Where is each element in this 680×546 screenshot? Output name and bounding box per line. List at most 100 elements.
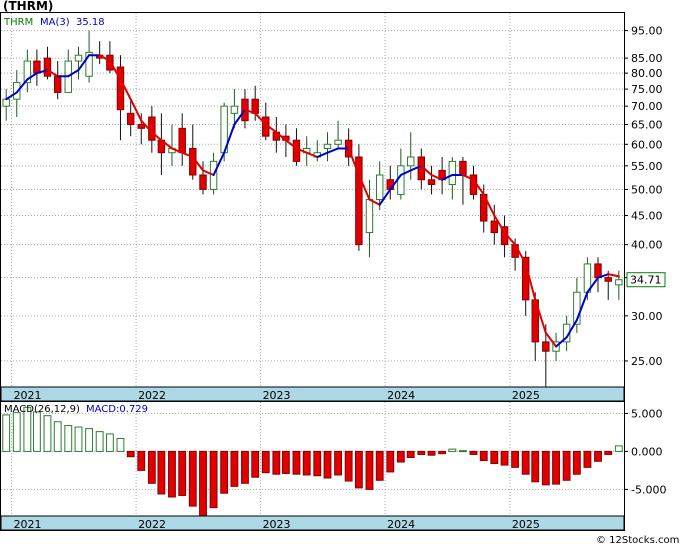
macd-tick-label: 5.000: [631, 407, 663, 420]
ma-segment: [264, 123, 278, 134]
candle-body: [199, 174, 207, 190]
macd-bar: [157, 450, 166, 495]
candle-body: [323, 143, 332, 149]
candle: [43, 46, 52, 80]
ma-segment: [5, 91, 18, 101]
macd-bar: [427, 450, 436, 456]
ma-segment: [607, 273, 620, 278]
candle-body: [189, 147, 197, 176]
macd-year-labels: 2021 2022 2023 2024 2025: [14, 518, 540, 531]
candle-body: [126, 112, 135, 125]
candle-body: [542, 341, 550, 352]
ma-segment: [181, 151, 194, 158]
macd-bar: [479, 450, 488, 462]
macd-bar: [583, 450, 592, 468]
ma-segment: [140, 119, 153, 134]
candle-body: [615, 279, 623, 286]
macd-bar: [334, 450, 343, 476]
ma-segment: [275, 131, 287, 142]
candle-body: [448, 160, 457, 186]
ma-segment: [46, 69, 59, 78]
ma-segment: [223, 123, 236, 154]
ma-segment: [544, 331, 558, 348]
macd-bar: [64, 425, 73, 452]
ma-segment: [35, 69, 49, 75]
ma-segment: [514, 243, 527, 265]
macd-bar: [614, 445, 623, 452]
candle-body: [230, 105, 239, 114]
macd-year-label: 2024: [387, 518, 415, 531]
ma-segment: [389, 173, 402, 191]
candle: [355, 144, 363, 251]
candle-body: [178, 127, 186, 154]
macd-label-value: MACD:0.729: [86, 404, 148, 415]
ma-segment: [565, 318, 578, 339]
candle: [427, 165, 436, 195]
candle: [116, 55, 125, 141]
price-tick-label: 30.00: [631, 310, 663, 323]
macd-bar: [74, 426, 83, 452]
macd-tick-label: -5.000: [631, 483, 666, 496]
candle-body: [573, 291, 581, 325]
candle-body: [53, 75, 62, 93]
ma-segment: [441, 173, 454, 181]
price-year-label: 2023: [263, 389, 291, 402]
candle: [126, 99, 135, 137]
macd-bar: [458, 450, 467, 453]
macd-bar: [344, 450, 353, 482]
macd-bar: [95, 431, 104, 452]
macd-bar: [126, 450, 135, 458]
ma-segment: [357, 173, 371, 201]
ma-segment: [284, 139, 298, 150]
price-tick-label: 65.00: [631, 118, 663, 131]
last-price-value: 34.71: [630, 274, 662, 287]
ma-segment: [461, 173, 475, 181]
candle-body: [604, 277, 612, 282]
candle-body: [137, 123, 145, 129]
price-tick-label: 80.00: [631, 67, 663, 80]
macd-year-label: 2023: [263, 518, 291, 531]
macd-bar: [178, 450, 187, 496]
ma-label: MA(3): [40, 17, 70, 28]
macd-bar: [469, 450, 478, 455]
macd-bar: [406, 450, 415, 458]
candle: [199, 161, 207, 195]
last-price-tag: 34.71: [626, 272, 666, 288]
macd-year-label: 2025: [512, 518, 540, 531]
candle: [323, 132, 332, 162]
ma-segment: [77, 54, 91, 72]
candle-body: [365, 199, 374, 234]
macd-bar: [438, 450, 447, 455]
ma-segment: [108, 60, 122, 81]
macd-bar: [188, 450, 197, 507]
candle: [334, 120, 342, 149]
price-tick-label: 70.00: [631, 100, 663, 113]
candle-body: [427, 179, 436, 186]
macd-bar: [292, 450, 301, 475]
price-tick-label: 60.00: [631, 138, 663, 151]
macd-bar: [541, 450, 550, 486]
macd-bar: [594, 450, 602, 462]
macd-bar: [323, 450, 332, 479]
candle-body: [116, 66, 125, 111]
macd-bar: [365, 450, 374, 490]
macd-bar: [604, 450, 613, 455]
ma-segment: [409, 164, 423, 172]
price-gridlines: [1, 13, 624, 387]
ma-segment: [119, 78, 132, 101]
ma-segment: [524, 262, 537, 301]
macd-bars: [2, 406, 623, 517]
ticker-label: THRM: [3, 17, 33, 28]
macd-bar: [552, 450, 560, 485]
candle: [604, 270, 612, 300]
macd-panel-frame: [0, 401, 625, 531]
macd-year-label: 2021: [14, 518, 42, 531]
candle: [23, 49, 32, 93]
ma-segment: [26, 72, 38, 81]
ma-segment: [160, 139, 173, 150]
candle-body: [292, 139, 301, 162]
macd-bar: [531, 450, 540, 483]
ma-segment: [316, 151, 329, 158]
ma-segment: [129, 98, 143, 122]
ma-segment: [399, 169, 412, 176]
